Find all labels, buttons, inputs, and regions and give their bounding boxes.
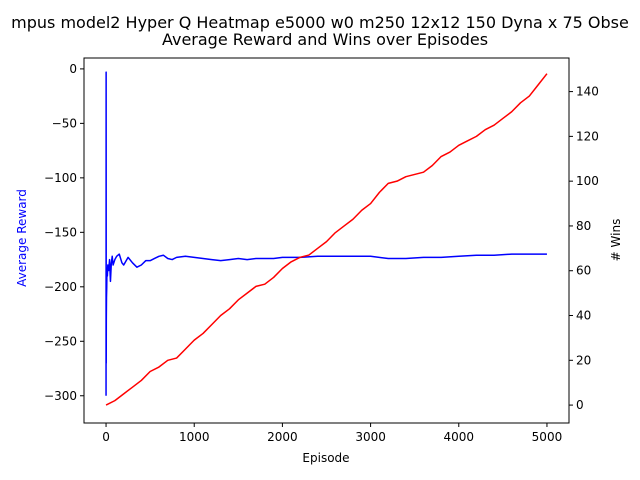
- y-tick-label-right: 80: [576, 219, 591, 233]
- y-tick-label-right: 20: [576, 353, 591, 367]
- y-tick-label-left: 0: [69, 62, 77, 76]
- y-tick-label-right: 120: [576, 129, 599, 143]
- x-tick-label: 0: [102, 430, 110, 444]
- y-ticks-right: 0 20 40 60 80 100 120 140: [569, 85, 599, 412]
- y-tick-label-left: −50: [52, 116, 77, 130]
- series-line-reward: [105, 71, 547, 396]
- chart-subtitle: Average Reward and Wins over Episodes: [162, 30, 488, 49]
- x-tick-label: 5000: [532, 430, 563, 444]
- y-tick-label-left: −300: [44, 389, 77, 403]
- y-axis-label-right: # Wins: [609, 219, 623, 262]
- y-tick-label-left: −250: [44, 334, 77, 348]
- x-tick-label: 1000: [179, 430, 210, 444]
- series-line-wins: [105, 73, 548, 406]
- plot-frame: [83, 57, 570, 424]
- series-layer: [105, 71, 548, 406]
- chart-title: mpus model2 Hyper Q Heatmap e5000 w0 m25…: [11, 13, 629, 32]
- x-tick-label: 2000: [267, 430, 298, 444]
- y-tick-label-right: 140: [576, 85, 599, 99]
- y-tick-label-right: 60: [576, 264, 591, 278]
- y-tick-label-right: 100: [576, 174, 599, 188]
- y-tick-label-left: −100: [44, 171, 77, 185]
- y-ticks-left: 0 −50 −100 −150 −200 −250 −300: [44, 62, 84, 403]
- y-tick-label-right: 40: [576, 309, 591, 323]
- x-ticks: 0 1000 2000 3000 4000 5000: [102, 423, 562, 444]
- y-tick-label-left: −150: [44, 225, 77, 239]
- y-axis-label-left: Average Reward: [15, 189, 29, 287]
- x-tick-label: 3000: [355, 430, 386, 444]
- y-tick-label-left: −200: [44, 280, 77, 294]
- x-tick-label: 4000: [443, 430, 474, 444]
- y-tick-label-right: 0: [576, 398, 584, 412]
- x-axis-label: Episode: [302, 451, 349, 465]
